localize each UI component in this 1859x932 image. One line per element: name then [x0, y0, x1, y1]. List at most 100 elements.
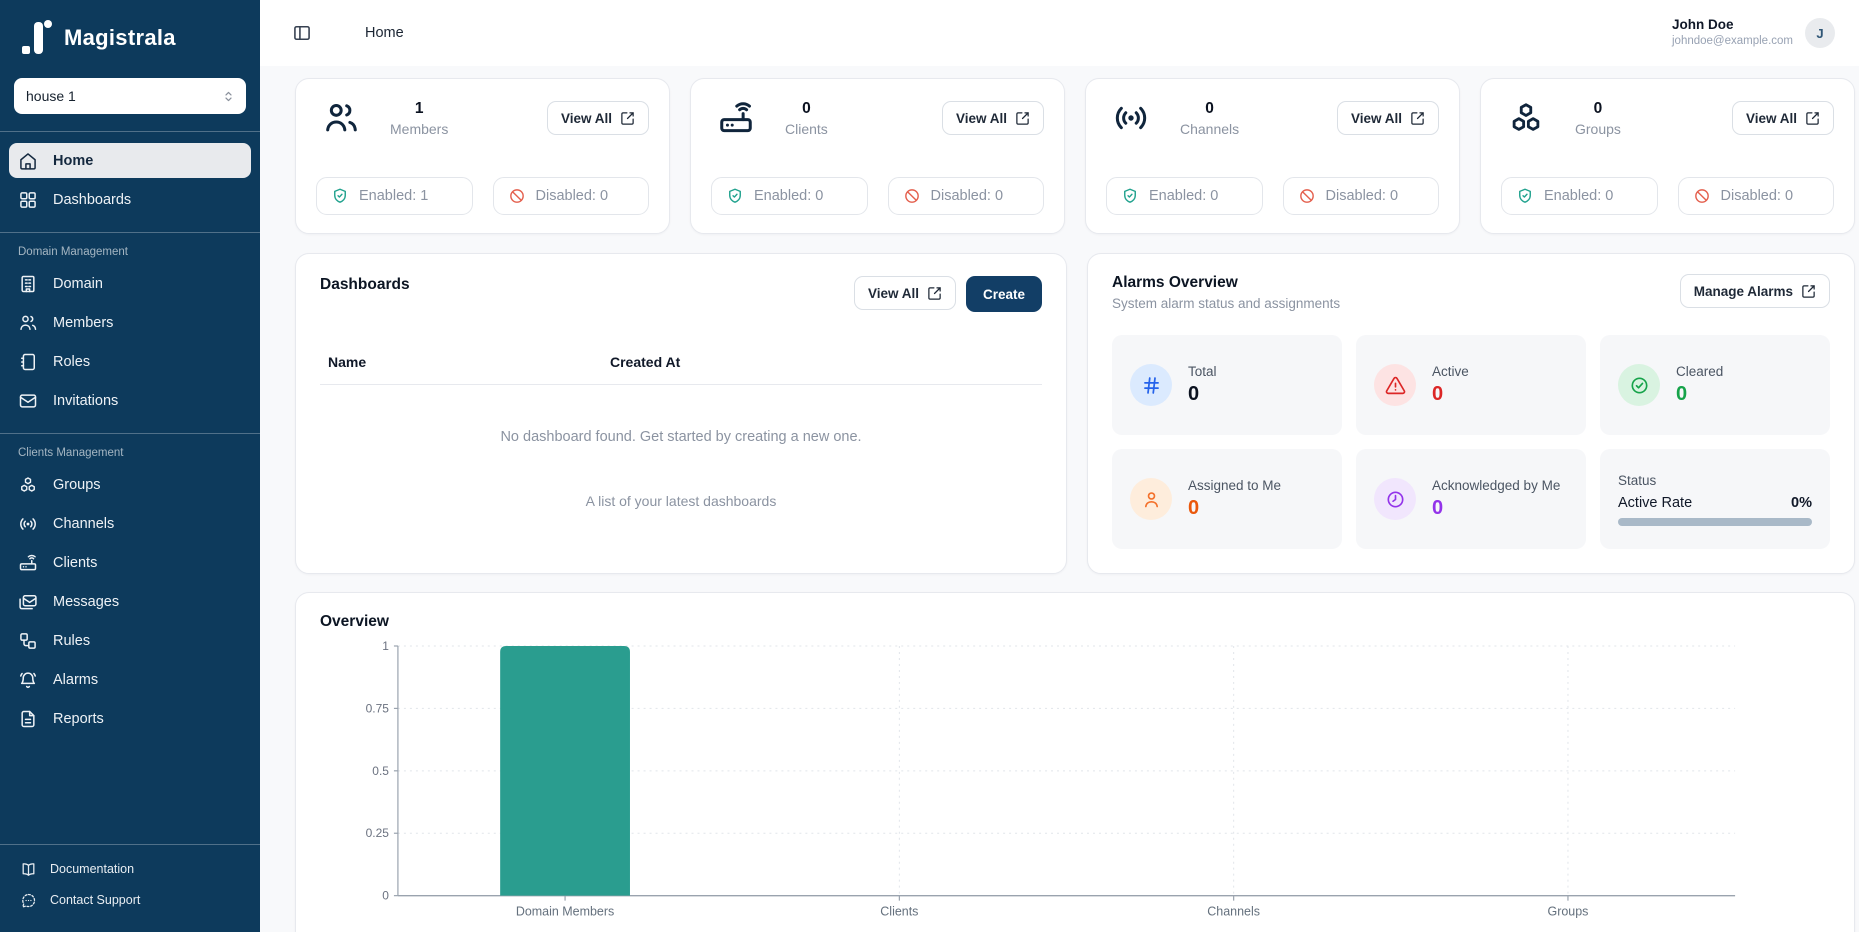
alarm-status-tile: Status Active Rate 0%: [1600, 449, 1830, 549]
alarm-tile-active: Active 0: [1356, 335, 1586, 435]
alert-triangle-icon: [1374, 364, 1416, 406]
shield-check-icon: [1124, 188, 1136, 203]
section-label-domain-management: Domain Management: [18, 246, 128, 258]
external-link-icon: [1806, 111, 1819, 125]
svg-text:0.25: 0.25: [366, 826, 390, 840]
sidebar-item-roles[interactable]: Roles: [9, 344, 251, 379]
manage-alarms-button[interactable]: Manage Alarms: [1679, 274, 1830, 308]
dashboards-title: Dashboards: [320, 276, 410, 293]
building-icon: [21, 275, 35, 292]
person-icon: [1130, 478, 1172, 520]
svg-text:Clients: Clients: [880, 905, 918, 919]
disabled-badge: Disabled: 0: [1677, 177, 1834, 215]
sidebar-item-label: Dashboards: [53, 191, 132, 208]
enabled-badge: Enabled: 0: [1106, 177, 1263, 215]
sidebar-item-label: Alarms: [53, 671, 99, 688]
external-link-icon: [1802, 284, 1815, 298]
external-link-icon: [1411, 111, 1424, 125]
sidebar-item-channels[interactable]: Channels: [9, 506, 251, 541]
sidebar-divider: [0, 844, 260, 845]
sidebar-toggle-button[interactable]: [287, 18, 317, 48]
sidebar-divider: [0, 433, 260, 434]
sidebar-divider: [0, 232, 260, 233]
user-menu: John Doe johndoe@example.com J: [1672, 17, 1835, 48]
section-label-clients-management: Clients Management: [18, 447, 124, 459]
sidebar-item-messages[interactable]: Messages: [9, 584, 251, 619]
sidebar-item-invitations[interactable]: Invitations: [9, 383, 251, 418]
sidebar-item-documentation[interactable]: Documentation: [9, 854, 251, 884]
alarm-tiles-grid: Total 0 Active 0: [1112, 335, 1830, 549]
alarm-tile-acknowledged: Acknowledged by Me 0: [1356, 449, 1586, 549]
dashboards-empty-message: No dashboard found. Get started by creat…: [500, 429, 862, 445]
dashboards-caption: A list of your latest dashboards: [585, 493, 777, 509]
active-rate-label: Active Rate: [1618, 494, 1693, 511]
stat-count: 0: [802, 99, 811, 117]
sidebar-item-label: Roles: [53, 353, 91, 370]
chat-bubble-icon: [22, 893, 36, 908]
sidebar-item-label: Home: [53, 152, 94, 169]
view-all-button[interactable]: View All: [941, 101, 1044, 135]
external-link-icon: [928, 286, 941, 300]
chevrons-up-down-icon: [225, 91, 232, 101]
sidebar-item-rules[interactable]: Rules: [9, 623, 251, 658]
shield-check-icon: [729, 188, 741, 203]
user-info: John Doe johndoe@example.com: [1672, 17, 1793, 48]
sidebar-item-members[interactable]: Members: [9, 305, 251, 340]
alarm-tile-total: Total 0: [1112, 335, 1342, 435]
sidebar-item-clients[interactable]: Clients: [9, 545, 251, 580]
sidebar: Magistrala house 1 Home Dashboards Domai…: [0, 0, 260, 932]
external-link-icon: [1016, 111, 1029, 125]
ban-icon: [1694, 189, 1709, 203]
enabled-badge: Enabled: 1: [316, 177, 473, 215]
sidebar-item-label: Members: [53, 314, 114, 331]
dashboards-card: Dashboards View All Create Name Created …: [295, 253, 1067, 574]
view-all-button[interactable]: View All: [1336, 101, 1439, 135]
stat-card-groups: 0 Groups View All Enabled: 0: [1480, 78, 1855, 234]
main-area: Home John Doe johndoe@example.com J: [260, 0, 1859, 932]
status-label: Status: [1618, 472, 1657, 488]
sidebar-item-groups[interactable]: Groups: [9, 467, 251, 502]
stat-label: Members: [390, 120, 449, 137]
workspace-select[interactable]: house 1: [14, 78, 246, 114]
sidebar-item-reports[interactable]: Reports: [9, 701, 251, 736]
alarms-subtitle: System alarm status and assignments: [1112, 296, 1341, 311]
middle-row: Dashboards View All Create Name Created …: [295, 253, 1855, 574]
sidebar-item-label: Reports: [53, 710, 104, 727]
sidebar-item-label: Messages: [53, 593, 120, 610]
create-dashboard-button[interactable]: Create: [965, 276, 1042, 312]
user-email: johndoe@example.com: [1672, 35, 1793, 48]
sidebar-footer: Documentation Contact Support: [0, 831, 260, 932]
svg-text:0.5: 0.5: [372, 764, 389, 778]
svg-text:Groups: Groups: [1548, 905, 1589, 919]
enabled-badge: Enabled: 0: [711, 177, 868, 215]
sidebar-item-domain[interactable]: Domain: [9, 266, 251, 301]
sidebar-item-home[interactable]: Home: [9, 143, 251, 178]
sidebar-item-alarms[interactable]: Alarms: [9, 662, 251, 697]
stat-card-clients: 0 Clients View All Enabled: 0: [690, 78, 1065, 234]
sidebar-divider: [0, 131, 260, 132]
sidebar-item-label: Invitations: [53, 392, 119, 409]
svg-text:Domain Members: Domain Members: [516, 905, 614, 919]
avatar[interactable]: J: [1805, 18, 1835, 48]
page-content: 1 Members View All Enabled: 1: [260, 66, 1859, 932]
brand-logo: Magistrala: [0, 0, 260, 70]
sidebar-item-label: Rules: [53, 632, 91, 649]
svg-text:Channels: Channels: [1207, 905, 1260, 919]
sidebar-item-dashboards[interactable]: Dashboards: [9, 182, 251, 217]
stat-count: 0: [1205, 99, 1214, 117]
disabled-badge: Disabled: 0: [887, 177, 1044, 215]
svg-text:0.75: 0.75: [366, 701, 390, 715]
check-circle-icon: [1618, 364, 1660, 406]
stat-label: Channels: [1180, 120, 1240, 137]
bar-chart-canvas: 0 0.25 0.5 0.75 1 Domain Members Clients Channe…: [366, 639, 1736, 919]
people-icon: [20, 315, 37, 330]
sidebar-item-contact-support[interactable]: Contact Support: [9, 885, 251, 915]
notebook-icon: [21, 353, 35, 370]
dashboards-grid-icon: [20, 191, 36, 208]
file-text-icon: [21, 710, 35, 727]
dashboards-view-all-button[interactable]: View All: [853, 276, 956, 310]
column-header-created-at: Created At: [610, 354, 681, 370]
view-all-button[interactable]: View All: [546, 101, 649, 135]
book-open-icon: [22, 862, 35, 876]
view-all-button[interactable]: View All: [1731, 101, 1834, 135]
